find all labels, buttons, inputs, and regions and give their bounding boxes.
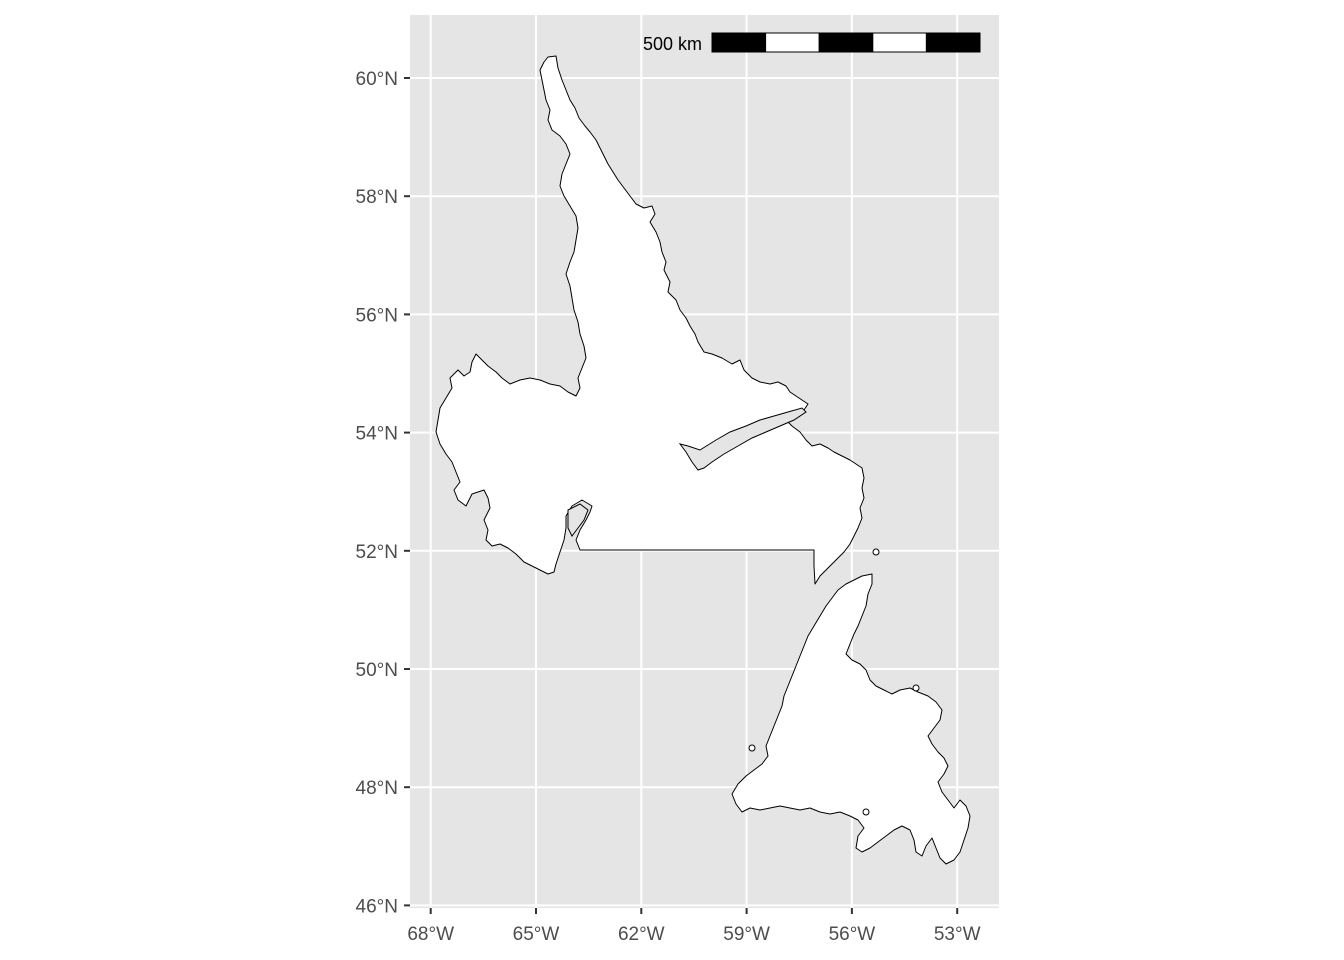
latitude-axis: 60°N 58°N 56°N 54°N 52°N 50°N 48°N 46°N — [356, 69, 410, 917]
scale-bar-label: 500 km — [643, 34, 702, 54]
reservoir — [567, 503, 589, 537]
scale-bar-segment — [925, 32, 981, 53]
latitude-tick-label: 52°N — [356, 542, 398, 563]
longitude-tick-label: 59°W — [723, 924, 770, 945]
island — [862, 808, 870, 816]
latitude-tick-label: 50°N — [356, 660, 398, 681]
island — [872, 548, 880, 556]
scale-bar-segment — [765, 32, 820, 53]
longitude-tick-label: 53°W — [934, 924, 981, 945]
scale-bar-segment — [872, 32, 927, 53]
latitude-tick-label: 56°N — [356, 305, 398, 326]
latitude-tick-label: 46°N — [356, 896, 398, 917]
newfoundland-island — [731, 573, 971, 865]
scale-bar-segment — [711, 32, 767, 53]
latitude-tick-label: 54°N — [356, 424, 398, 445]
island — [912, 684, 920, 692]
latitude-tick-label: 58°N — [356, 187, 398, 208]
labrador-landmass — [435, 55, 865, 585]
latitude-tick-label: 48°N — [356, 778, 398, 799]
scale-bar-segments — [711, 32, 981, 53]
island — [748, 744, 756, 752]
land-layer — [435, 55, 971, 865]
longitude-tick-label: 68°W — [407, 924, 454, 945]
lake-melville — [678, 407, 807, 471]
longitude-axis: 68°W 65°W 62°W 59°W 56°W 53°W — [407, 908, 981, 945]
scale-bar-segment — [818, 32, 874, 53]
latitude-tick-label: 60°N — [356, 69, 398, 90]
longitude-tick-label: 65°W — [513, 924, 560, 945]
scale-bar: 500 km — [643, 32, 981, 54]
longitude-tick-label: 56°W — [829, 924, 876, 945]
longitude-tick-label: 62°W — [618, 924, 665, 945]
